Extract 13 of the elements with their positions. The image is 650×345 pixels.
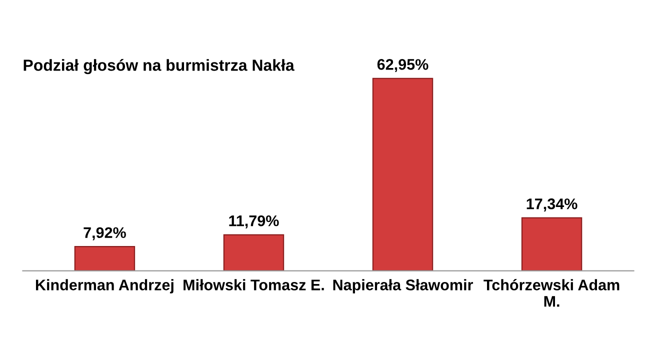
bar: [223, 234, 284, 271]
chart-title: Podział głosów na burmistrza Nakła: [24, 59, 294, 74]
data-label: 7,92%: [84, 227, 126, 240]
x-tick-label: Miłowski Tomasz E.: [184, 279, 324, 290]
bar: [74, 246, 136, 271]
bar: [372, 78, 434, 271]
data-label: 62,95%: [377, 59, 428, 72]
x-tick-label: Kinderman Andrzej: [36, 279, 174, 294]
data-label: 11,79%: [229, 215, 279, 228]
data-label: 17,34%: [526, 198, 578, 212]
x-tick-label: Napierała Sławomir: [333, 279, 474, 294]
bar: [521, 217, 582, 271]
x-tick-label: Tchórzewski Adam M.: [484, 279, 620, 307]
